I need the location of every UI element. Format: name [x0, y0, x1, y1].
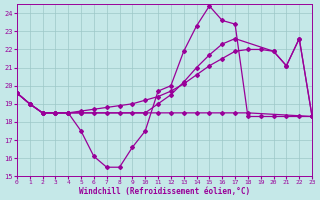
X-axis label: Windchill (Refroidissement éolien,°C): Windchill (Refroidissement éolien,°C): [79, 187, 250, 196]
